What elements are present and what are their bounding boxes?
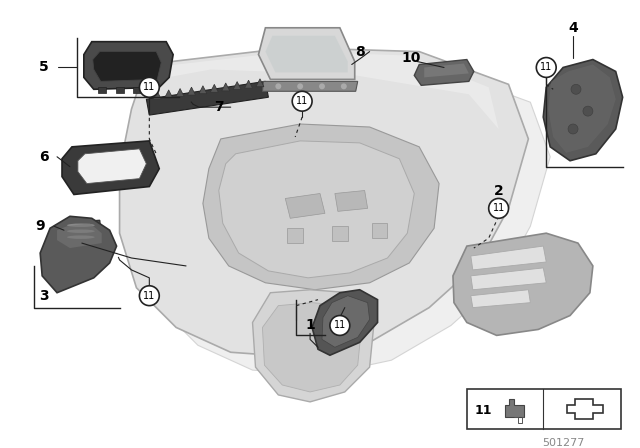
Polygon shape — [471, 290, 531, 308]
Ellipse shape — [67, 235, 95, 239]
Polygon shape — [504, 399, 524, 417]
Polygon shape — [262, 82, 358, 91]
Text: 2: 2 — [493, 184, 504, 198]
Circle shape — [330, 315, 350, 336]
Ellipse shape — [67, 229, 95, 233]
Polygon shape — [266, 36, 348, 73]
Circle shape — [275, 83, 282, 89]
Polygon shape — [253, 290, 374, 402]
Text: 6: 6 — [39, 150, 49, 164]
Circle shape — [140, 286, 159, 306]
Polygon shape — [453, 233, 593, 336]
Text: 3: 3 — [39, 289, 49, 303]
Polygon shape — [116, 87, 124, 93]
Polygon shape — [312, 290, 378, 355]
Polygon shape — [62, 220, 102, 243]
Circle shape — [297, 83, 303, 89]
Polygon shape — [62, 141, 159, 194]
Polygon shape — [287, 228, 303, 243]
Circle shape — [571, 84, 581, 94]
Polygon shape — [57, 223, 102, 248]
Polygon shape — [98, 87, 106, 93]
Polygon shape — [134, 87, 141, 93]
Polygon shape — [471, 246, 546, 270]
Text: 501277: 501277 — [542, 438, 584, 448]
Polygon shape — [424, 64, 469, 78]
Text: 5: 5 — [39, 60, 49, 74]
Text: 11: 11 — [143, 82, 156, 92]
Polygon shape — [120, 47, 529, 357]
Polygon shape — [141, 65, 550, 375]
Polygon shape — [285, 194, 325, 218]
Polygon shape — [471, 268, 546, 290]
Text: 11: 11 — [540, 62, 552, 73]
Text: 11: 11 — [296, 96, 308, 106]
Polygon shape — [78, 149, 147, 184]
Polygon shape — [219, 141, 414, 278]
Polygon shape — [203, 124, 439, 290]
Polygon shape — [151, 52, 499, 129]
Polygon shape — [259, 28, 355, 79]
Polygon shape — [548, 65, 616, 153]
Polygon shape — [154, 91, 161, 99]
Polygon shape — [414, 60, 474, 85]
Polygon shape — [262, 303, 362, 392]
Circle shape — [319, 83, 325, 89]
Polygon shape — [84, 42, 173, 89]
Text: 1: 1 — [305, 319, 315, 332]
Polygon shape — [211, 84, 218, 92]
Polygon shape — [222, 83, 230, 91]
Polygon shape — [40, 216, 116, 293]
Polygon shape — [322, 296, 370, 347]
Text: 4: 4 — [568, 21, 578, 35]
Polygon shape — [93, 52, 161, 82]
Text: 11: 11 — [493, 203, 505, 213]
Polygon shape — [543, 60, 623, 161]
Polygon shape — [164, 90, 173, 98]
Text: 10: 10 — [402, 51, 421, 65]
Ellipse shape — [67, 224, 95, 227]
Polygon shape — [233, 82, 241, 90]
Polygon shape — [147, 82, 268, 115]
Polygon shape — [188, 87, 195, 95]
Circle shape — [292, 91, 312, 111]
Circle shape — [583, 106, 593, 116]
Polygon shape — [199, 86, 207, 94]
Text: 11: 11 — [475, 404, 492, 417]
Circle shape — [489, 198, 509, 218]
Text: 11: 11 — [333, 320, 346, 331]
Text: 9: 9 — [35, 219, 45, 233]
Circle shape — [140, 78, 159, 97]
Polygon shape — [256, 79, 264, 87]
Bar — [467, 389, 621, 429]
Polygon shape — [372, 223, 387, 238]
Polygon shape — [335, 190, 367, 211]
Polygon shape — [332, 226, 348, 241]
Text: 11: 11 — [143, 291, 156, 301]
Polygon shape — [149, 87, 157, 93]
Text: 7: 7 — [214, 100, 223, 114]
Polygon shape — [176, 89, 184, 96]
Circle shape — [568, 124, 578, 134]
Circle shape — [536, 57, 556, 78]
Polygon shape — [244, 80, 253, 88]
Text: 8: 8 — [355, 45, 365, 59]
Circle shape — [341, 83, 347, 89]
